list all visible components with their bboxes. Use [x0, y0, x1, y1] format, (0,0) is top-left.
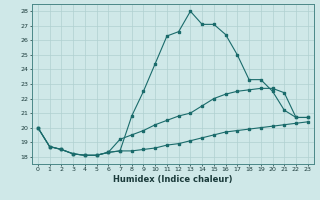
X-axis label: Humidex (Indice chaleur): Humidex (Indice chaleur)	[113, 175, 233, 184]
